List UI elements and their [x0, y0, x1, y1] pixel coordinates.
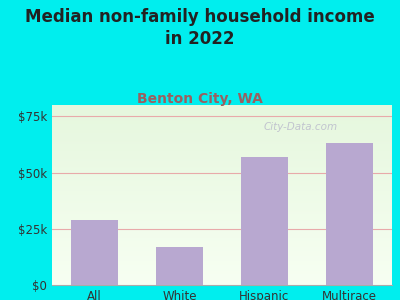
Bar — [326, 143, 373, 285]
Text: Median non-family household income
in 2022: Median non-family household income in 20… — [25, 8, 375, 48]
Bar — [156, 247, 203, 285]
Text: City-Data.com: City-Data.com — [263, 122, 337, 132]
Text: Benton City, WA: Benton City, WA — [137, 92, 263, 106]
Bar — [71, 220, 118, 285]
Bar — [241, 157, 288, 285]
